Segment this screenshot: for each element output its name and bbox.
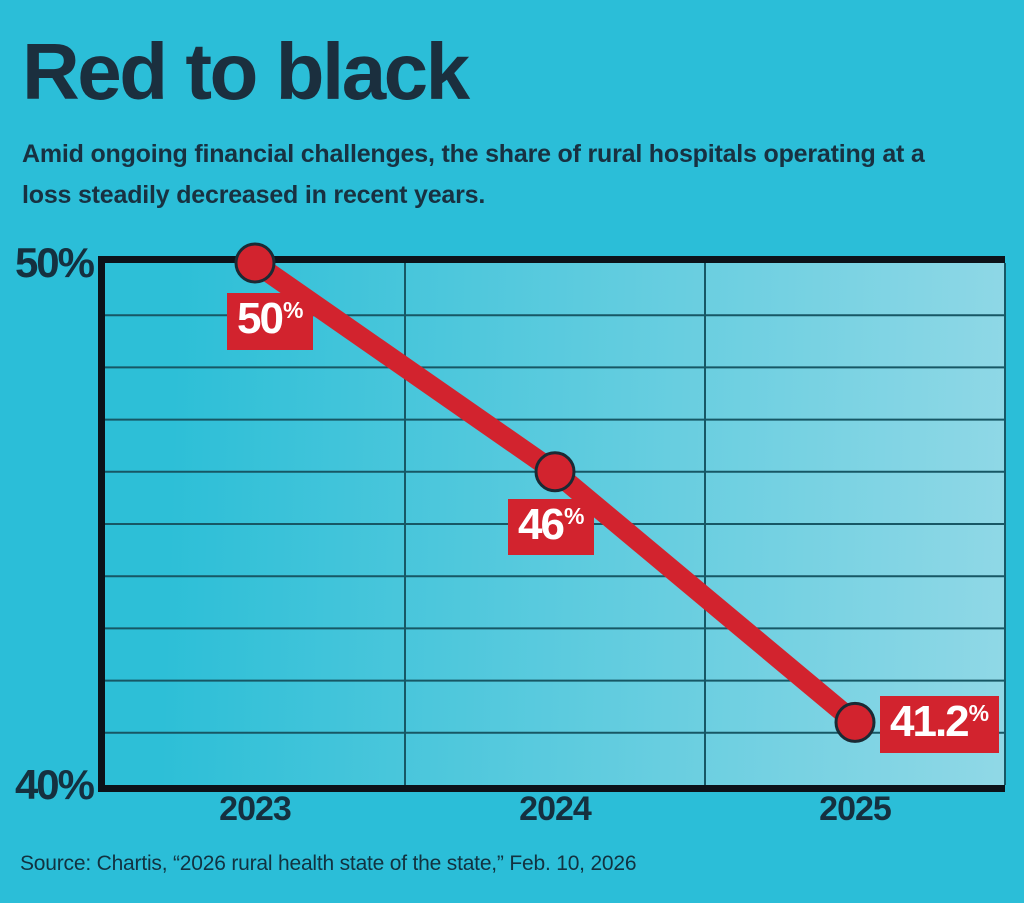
value-label-2023: 50% — [227, 293, 314, 350]
chart-title: Red to black — [22, 27, 470, 116]
chart-canvas — [105, 242, 1006, 785]
value-label-number: 46 — [518, 499, 565, 549]
data-point-2023 — [234, 242, 276, 284]
value-label-2024: 46% — [508, 498, 595, 556]
series-line — [249, 254, 862, 731]
source-line: Source: Chartis, “2026 rural health stat… — [20, 852, 637, 875]
x-tick-label-2025: 2025 — [819, 790, 892, 828]
data-point-2025 — [834, 701, 876, 743]
x-tick-label-2023: 2023 — [219, 790, 292, 828]
percent-sign: % — [563, 502, 585, 529]
y-tick-label-50: 50% — [14, 239, 95, 286]
x-tick-label-2024: 2024 — [519, 790, 592, 828]
value-label-number: 41.2 — [890, 697, 970, 747]
percent-sign: % — [968, 700, 990, 727]
chart-subtitle: Amid ongoing financial challenges, the s… — [22, 140, 925, 209]
data-point-2024 — [534, 451, 576, 493]
value-label-2025: 41.2% — [880, 696, 1000, 753]
percent-sign: % — [282, 297, 304, 323]
value-label-number: 50 — [237, 294, 284, 343]
plot-area: 50% 46% 41.2% — [98, 242, 1006, 792]
y-tick-label-40: 40% — [14, 761, 95, 808]
